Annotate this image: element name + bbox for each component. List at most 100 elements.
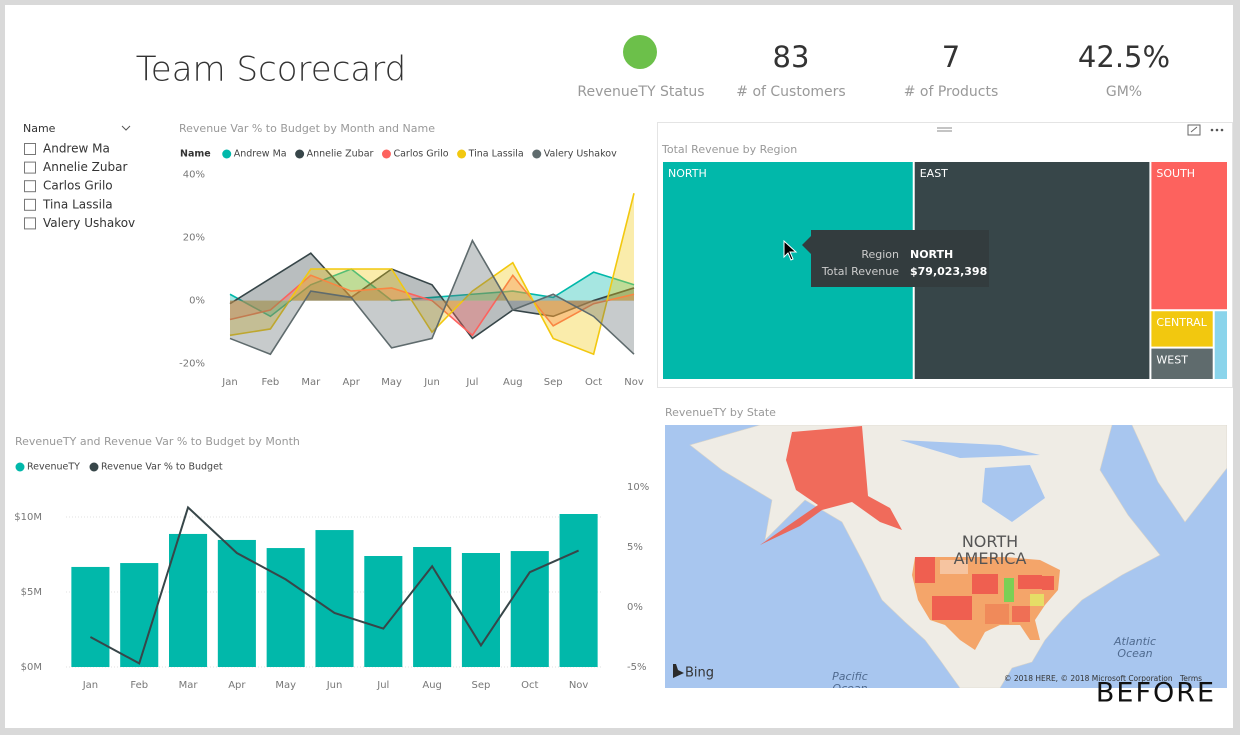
x-tick-label: Jun [326,680,343,691]
watermark: BEFORE [1096,678,1216,709]
bar [461,553,500,667]
legend-label: Carlos Grilo [393,149,448,160]
slicer-checkbox[interactable] [24,180,36,193]
series-area [230,253,634,339]
treemap-tile[interactable] [1151,311,1213,347]
x-tick-label: Aug [503,377,523,388]
bar [266,548,305,667]
chart-title: RevenueTY by State [665,406,776,419]
y2-tick-label: 0% [627,602,643,613]
map-terms: Terms [1179,674,1202,683]
series-line [89,505,579,665]
more-options-icon[interactable] [1210,128,1224,132]
ocean-label: Pacific Ocean [832,670,868,688]
x-tick-label: Jun [423,377,440,388]
greenland [1131,425,1227,523]
treemap-tile[interactable] [1214,311,1227,379]
kpi-label: GM% [1106,84,1142,100]
map [665,425,1227,688]
treemap-tile[interactable] [1151,162,1227,310]
kpi-value: 83 [773,40,810,74]
slicer-item[interactable]: Valery Ushakov [43,216,135,230]
y-tick-label: 20% [183,232,205,243]
x-tick-label: Sep [544,377,563,388]
tile-label: WEST [1156,354,1188,367]
x-tick-label: May [381,377,402,388]
y2-tick-label: -5% [627,662,646,673]
chart-title: Total Revenue by Region [661,143,797,156]
kpi-label: # of Products [904,84,999,100]
bar [71,566,110,667]
slicer-item[interactable]: Annelie Zubar [43,160,127,174]
legend-label: Revenue Var % to Budget [101,462,223,473]
slicer-item[interactable]: Carlos Grilo [43,179,113,193]
slicer-title: Name [23,122,56,135]
x-tick-label: Nov [569,680,589,691]
legend-label: Valery Ushakov [544,149,617,160]
bar [315,530,354,667]
series-area [230,193,634,355]
y-tick-label: $5M [21,587,42,598]
slicer-checkbox[interactable] [24,198,36,211]
tooltip-key: Total Revenue [821,265,899,278]
kpi-label: # of Customers [736,84,845,100]
slicer-checkbox[interactable] [24,161,36,174]
x-tick-label: Feb [130,680,148,691]
legend-marker [457,149,467,159]
slicer-chevron[interactable] [121,125,131,131]
slicer-item[interactable]: Andrew Ma [43,142,110,156]
tooltip-key: Region [861,248,899,261]
tile-label: SOUTH [1156,167,1195,180]
y2-tick-label: 10% [627,482,649,493]
x-tick-label: Feb [262,377,280,388]
y-tick-label: 0% [189,296,205,307]
slicer-item[interactable]: Tina Lassila [42,197,113,211]
tile-label: NORTH [668,167,707,180]
bar [217,539,256,667]
series-line [229,268,635,318]
legend-label: Tina Lassila [468,149,524,160]
x-tick-label: Jul [376,680,389,691]
focus-mode-icon[interactable] [1187,124,1201,136]
x-tick-label: Jan [82,680,98,691]
y-tick-label: $10M [14,512,42,523]
slicer-checkbox[interactable] [24,143,36,155]
series-line [229,252,635,340]
dashboard-title: Team Scorecard [136,50,406,90]
legend-label: Andrew Ma [234,149,287,160]
drag-handle[interactable] [937,127,952,132]
hudson-bay [982,465,1045,522]
legend-marker [532,149,542,159]
mouse-cursor [783,239,798,261]
y-tick-label: 40% [183,169,205,180]
visual-frame [657,122,1233,388]
slicer-checkbox[interactable] [24,217,36,230]
state-shapes [915,557,1054,624]
x-tick-label: Oct [585,377,602,388]
legend-marker [222,149,232,159]
alaska [760,426,902,545]
legend-label: Annelie Zubar [307,149,374,160]
treemap-tile[interactable] [1151,348,1213,379]
arctic-channel [900,440,1040,458]
bar [559,514,598,667]
tooltip-pointer [802,236,811,254]
map-copyright: © 2018 HERE, © 2018 Microsoft Corporatio… [1004,674,1173,683]
x-tick-label: Aug [422,680,442,691]
legend-marker [381,149,391,159]
map-logo: Bing [685,666,714,681]
legend-title: Name [180,149,211,160]
x-tick-label: Apr [228,680,246,691]
tooltip-value: $79,023,398 [910,265,987,278]
x-tick-label: Mar [179,680,199,691]
bar [120,563,159,667]
x-tick-label: Apr [343,377,361,388]
series-area [230,275,634,336]
y-tick-label: -20% [179,359,205,370]
tooltip [811,230,989,287]
bar [510,551,549,667]
y-tick-label: $0M [21,662,42,673]
series-line [229,238,635,356]
